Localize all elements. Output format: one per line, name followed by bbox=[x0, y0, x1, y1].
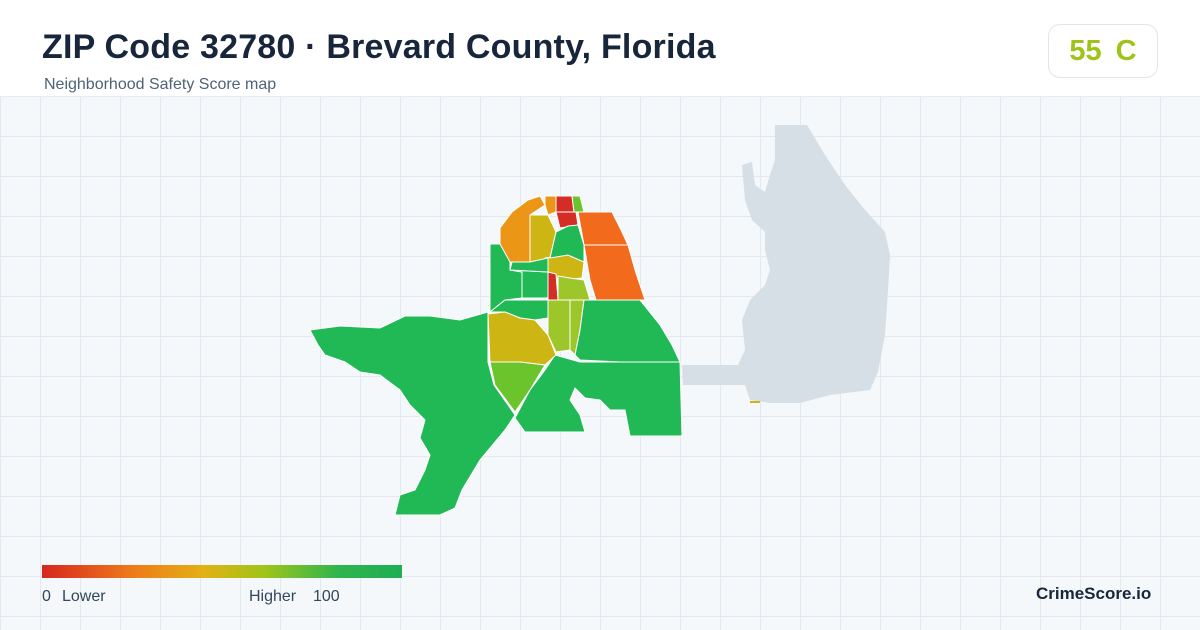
map-region[interactable] bbox=[557, 275, 591, 301]
legend-lower-label: Lower bbox=[62, 588, 106, 605]
legend-color-bar bbox=[42, 565, 402, 578]
brand-logo-text[interactable]: CrimeScore.io bbox=[1036, 584, 1152, 603]
map-region[interactable] bbox=[509, 257, 549, 273]
map-region[interactable] bbox=[489, 361, 546, 413]
map-region[interactable] bbox=[499, 195, 546, 263]
legend-min-label: 0 bbox=[42, 588, 51, 605]
map-region[interactable] bbox=[544, 195, 557, 216]
context-land-barrier-island bbox=[682, 125, 890, 403]
map-region[interactable] bbox=[555, 195, 575, 213]
header-band bbox=[0, 0, 1200, 97]
map-region-small[interactable] bbox=[750, 401, 760, 403]
map-region[interactable] bbox=[577, 211, 629, 246]
legend-higher-label: Higher bbox=[249, 588, 297, 605]
map-region[interactable] bbox=[309, 311, 516, 516]
safety-score-value: 55 bbox=[1069, 34, 1102, 67]
map-region[interactable] bbox=[549, 224, 585, 263]
map-region[interactable] bbox=[547, 271, 559, 301]
safety-score-badge: 55 C bbox=[1048, 24, 1158, 78]
page-subtitle: Neighborhood Safety Score map bbox=[44, 76, 277, 93]
page-title: ZIP Code 32780 · Brevard County, Florida bbox=[42, 28, 716, 66]
map-region[interactable] bbox=[574, 299, 681, 363]
map-region[interactable] bbox=[571, 195, 585, 213]
map-region[interactable] bbox=[487, 311, 557, 366]
legend-max-label: 100 bbox=[313, 588, 340, 605]
map-region[interactable] bbox=[583, 244, 646, 301]
safety-score-grade: C bbox=[1115, 34, 1137, 67]
